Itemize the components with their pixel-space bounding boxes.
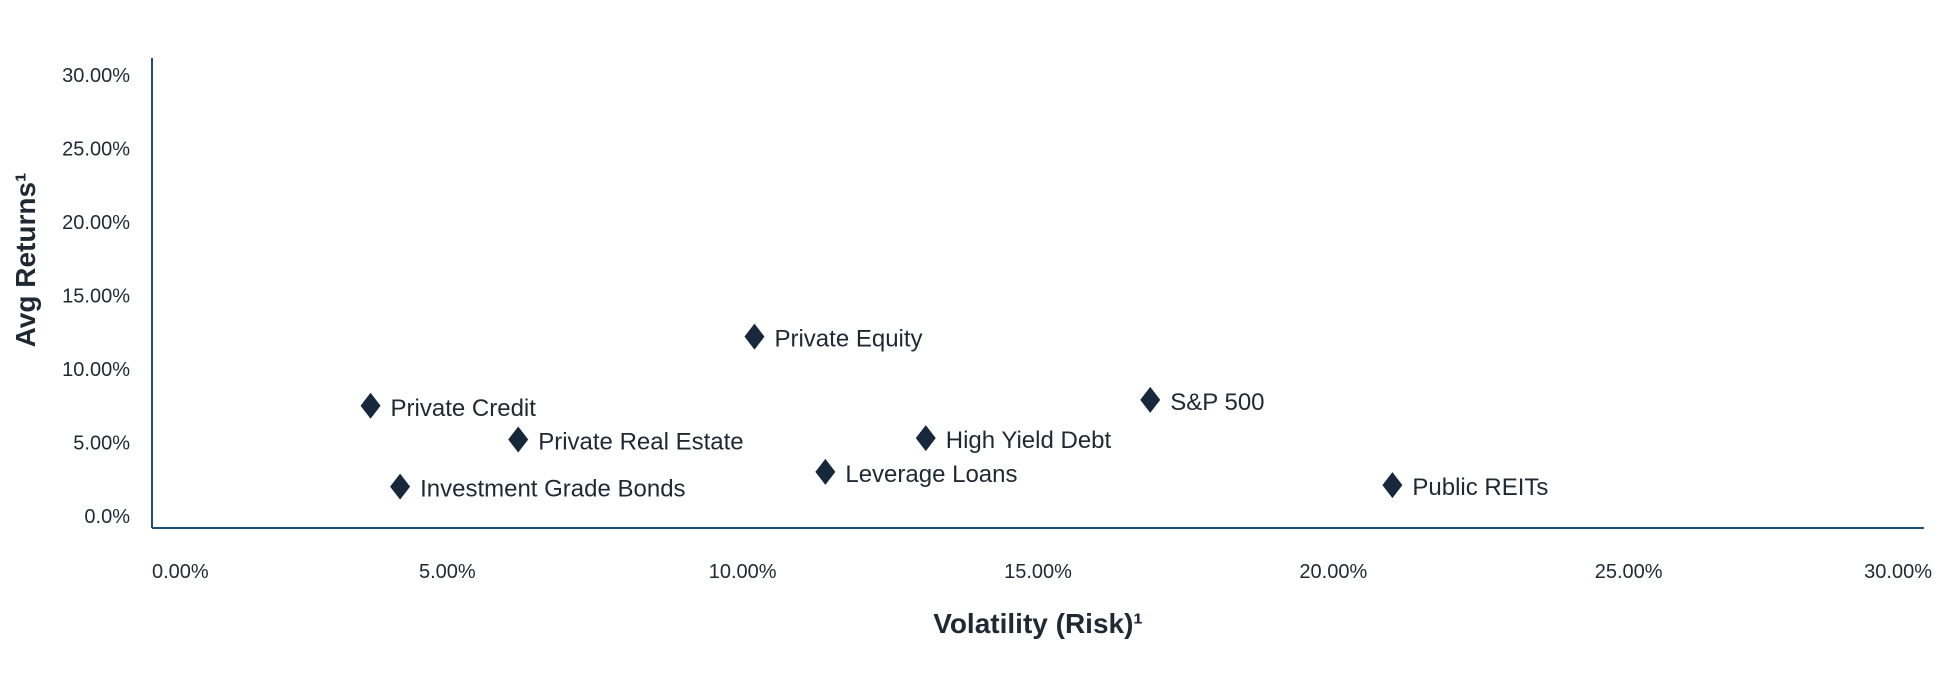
y-tick-label: 5.00% (73, 433, 130, 455)
y-tick-label: 15.00% (62, 286, 130, 308)
data-point: Investment Grade Bonds (390, 473, 686, 503)
diamond-marker (390, 473, 411, 500)
data-point: Public REITs (1382, 472, 1548, 501)
y-axis-title: Avg Returns¹ (10, 173, 41, 348)
x-axis-ticks: 0.00% 5.00% 10.00% 15.00% 20.00% 25.00% 30.00% (152, 561, 1932, 583)
diamond-marker (744, 323, 765, 350)
diamond-marker (815, 458, 836, 485)
diamond-marker (1382, 472, 1403, 499)
x-tick-label: 10.00% (709, 561, 777, 583)
point-label: Private Equity (774, 326, 922, 353)
data-point: Private Equity (744, 323, 923, 353)
y-tick-label: 25.00% (62, 139, 130, 161)
point-label: Leverage Loans (845, 461, 1017, 488)
point-label: High Yield Debt (946, 427, 1112, 454)
diamond-marker (360, 392, 381, 419)
y-tick-label: 10.00% (62, 359, 130, 381)
point-label: Private Real Estate (538, 429, 743, 456)
diamond-marker (508, 426, 529, 453)
x-tick-label: 30.00% (1864, 561, 1932, 583)
x-tick-label: 5.00% (419, 561, 476, 583)
data-point: Private Real Estate (508, 426, 744, 456)
x-tick-label: 25.00% (1595, 561, 1663, 583)
point-label: Private Credit (391, 395, 537, 422)
point-label: S&P 500 (1170, 389, 1264, 416)
diamond-marker (1140, 386, 1161, 413)
data-point: S&P 500 (1140, 386, 1265, 416)
diamond-marker (915, 425, 936, 452)
point-label: Public REITs (1412, 474, 1548, 501)
point-label: Investment Grade Bonds (420, 476, 685, 503)
data-point: High Yield Debt (915, 425, 1112, 454)
y-tick-label: 0.0% (84, 506, 130, 528)
y-tick-label: 20.00% (62, 212, 130, 234)
data-point: Private Credit (360, 392, 537, 422)
x-tick-label: 15.00% (1004, 561, 1072, 583)
x-axis-title: Volatility (Risk)¹ (933, 608, 1143, 639)
x-tick-label: 20.00% (1299, 561, 1367, 583)
x-tick-label: 0.00% (152, 561, 209, 583)
data-point: Leverage Loans (815, 458, 1018, 488)
y-axis-ticks: 0.0% 5.00% 10.00% 15.00% 20.00% 25.00% 30.00% (62, 65, 130, 528)
y-tick-label: 30.00% (62, 65, 130, 87)
